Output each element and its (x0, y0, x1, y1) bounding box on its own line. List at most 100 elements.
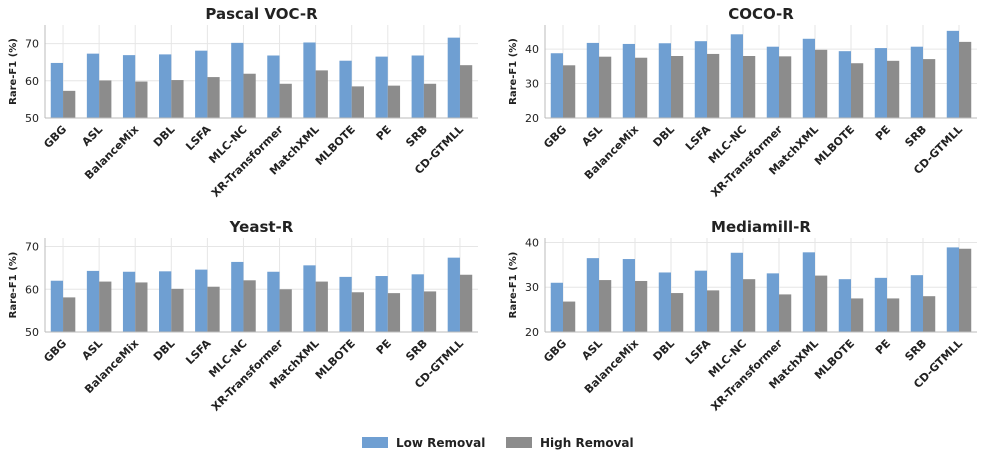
y-tick-label: 70 (25, 38, 39, 51)
bar-high-mlbote (351, 292, 364, 332)
y-tick-label: 50 (25, 326, 39, 339)
bar-high-mlc-nc (243, 73, 256, 118)
x-tick-label-gbg: GBG (41, 123, 69, 151)
bar-high-srb (423, 83, 437, 118)
x-tick-label-lsfa: LSFA (183, 123, 214, 154)
bar-low-cd-gtmll (447, 257, 460, 332)
bar-low-mlbote (838, 51, 851, 118)
x-tick-label-gbg: GBG (41, 337, 69, 365)
bar-low-dbl (159, 271, 172, 332)
y-tick-label: 50 (25, 112, 39, 125)
legend: Low Removal High Removal (362, 436, 634, 450)
bar-low-dbl (159, 54, 172, 118)
bar-high-matchxml (815, 49, 828, 118)
bar-high-gbg (63, 297, 76, 332)
bar-high-mlc-nc (743, 56, 756, 118)
bar-high-dbl (671, 293, 684, 332)
bar-low-asl (586, 258, 599, 332)
bar-low-matchxml (802, 252, 815, 332)
bar-low-gbg (50, 280, 64, 332)
bar-high-gbg (563, 65, 576, 118)
bar-high-cd-gtmll (959, 248, 972, 332)
x-tick-label-gbg: GBG (541, 123, 569, 151)
legend-high-swatch (506, 437, 532, 448)
bar-low-asl (586, 42, 599, 118)
bar-high-pe (387, 85, 401, 118)
bar-high-cd-gtmll (459, 65, 473, 118)
legend-high-label: High Removal (540, 436, 634, 450)
x-tick-label-lsfa: LSFA (683, 123, 714, 154)
x-tick-label-mlbote: MLBOTE (812, 337, 857, 382)
bar-low-srb (411, 274, 424, 332)
bar-low-lsfa (195, 269, 208, 332)
bar-high-mlc-nc (743, 279, 756, 332)
bar-high-srb (923, 296, 936, 332)
bar-low-matchxml (303, 265, 316, 332)
chart-title: COCO-R (728, 5, 794, 23)
bar-high-xr-transformer (279, 289, 292, 332)
x-tick-label-srb: SRB (902, 123, 929, 150)
bar-high-pe (387, 293, 401, 332)
x-tick-label-dbl: DBL (651, 123, 678, 150)
chart-title: Yeast-R (229, 218, 294, 236)
y-tick-label: 60 (25, 75, 39, 88)
x-tick-label-srb: SRB (902, 337, 929, 364)
bar-low-xr-transformer (766, 46, 779, 119)
bar-high-dbl (671, 56, 684, 118)
bar-high-balancemix (635, 57, 648, 118)
bar-high-cd-gtmll (959, 41, 972, 118)
x-tick-label-srb: SRB (403, 337, 430, 364)
x-tick-label-dbl: DBL (151, 123, 178, 150)
y-tick-label: 30 (525, 281, 539, 294)
bar-high-lsfa (207, 286, 220, 332)
x-tick-label-mlbote: MLBOTE (313, 337, 358, 382)
x-tick-label-asl: ASL (79, 123, 105, 149)
bar-low-mlbote (838, 279, 851, 332)
bar-high-mlc-nc (243, 280, 256, 332)
bar-low-balancemix (622, 43, 635, 118)
bar-low-pe (375, 276, 388, 332)
bar-low-lsfa (694, 41, 707, 118)
x-tick-label-dbl: DBL (151, 337, 178, 364)
x-tick-label-lsfa: LSFA (183, 337, 214, 368)
bar-low-dbl (658, 43, 671, 118)
y-axis-label: Rare-F1 (%) (508, 252, 519, 319)
bar-high-lsfa (707, 53, 720, 118)
bar-high-asl (99, 281, 112, 332)
bar-low-mlc-nc (231, 261, 244, 332)
x-tick-label-gbg: GBG (541, 337, 569, 365)
x-tick-label-pe: PE (374, 123, 394, 143)
bar-high-cd-gtmll (459, 274, 473, 332)
y-tick-label: 40 (525, 236, 539, 249)
bar-low-asl (86, 53, 100, 119)
y-tick-label: 60 (25, 283, 39, 296)
bar-low-balancemix (122, 271, 136, 332)
bar-high-lsfa (707, 290, 720, 332)
bar-low-mlc-nc (730, 34, 743, 118)
y-tick-label: 40 (525, 43, 539, 56)
bar-low-mlbote (339, 60, 352, 118)
bar-low-mlc-nc (231, 42, 244, 118)
y-tick-label: 70 (25, 241, 39, 254)
y-tick-label: 30 (525, 78, 539, 91)
bar-low-asl (86, 270, 100, 332)
bar-low-pe (874, 48, 887, 119)
x-tick-label-asl: ASL (579, 123, 605, 149)
x-tick-label-asl: ASL (579, 337, 605, 363)
bar-high-asl (599, 280, 612, 332)
y-axis-label: Rare-F1 (%) (8, 38, 19, 105)
bar-low-balancemix (122, 55, 136, 118)
x-tick-label-lsfa: LSFA (683, 337, 714, 368)
x-tick-label-dbl: DBL (651, 337, 678, 364)
bar-low-xr-transformer (766, 273, 779, 332)
bar-high-asl (99, 80, 112, 118)
bar-low-lsfa (195, 50, 208, 118)
x-tick-label-mlbote: MLBOTE (313, 123, 358, 168)
bar-high-dbl (171, 288, 184, 332)
bar-high-gbg (563, 301, 576, 332)
x-tick-label-srb: SRB (403, 123, 430, 150)
